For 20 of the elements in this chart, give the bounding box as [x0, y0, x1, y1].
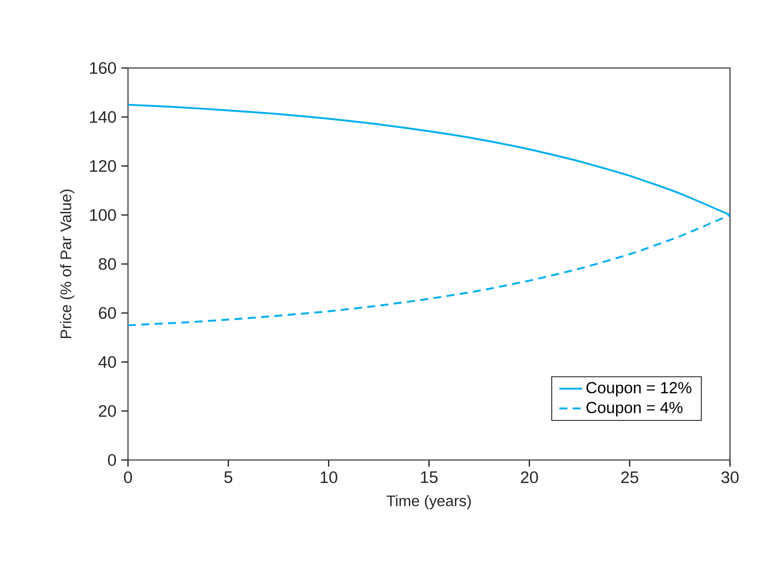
x-tick-label: 15: [421, 471, 438, 484]
y-tick-label: 20: [98, 405, 116, 417]
x-axis-title: Time (years): [386, 495, 471, 510]
x-tick-label: 30: [721, 471, 739, 484]
y-axis-title: Price (% of Par Value): [60, 190, 74, 338]
legend-label: Coupon = 4%: [586, 402, 682, 416]
x-tick-label: 25: [621, 471, 638, 484]
x-tick-label: 20: [520, 471, 538, 484]
x-tick-label: 0: [124, 471, 132, 484]
x-tick-label: 10: [320, 471, 338, 484]
y-tick-label: 60: [98, 307, 116, 319]
x-tick-label: 5: [224, 471, 232, 484]
y-tick-label: 0: [108, 454, 116, 466]
y-tick-label: 160: [90, 62, 116, 74]
legend-label: Coupon = 12%: [586, 382, 692, 397]
y-tick-label: 140: [90, 111, 116, 123]
y-tick-label: 120: [90, 160, 116, 172]
y-tick-label: 100: [90, 209, 116, 221]
y-tick-label: 80: [98, 258, 116, 270]
y-tick-label: 40: [98, 356, 116, 368]
